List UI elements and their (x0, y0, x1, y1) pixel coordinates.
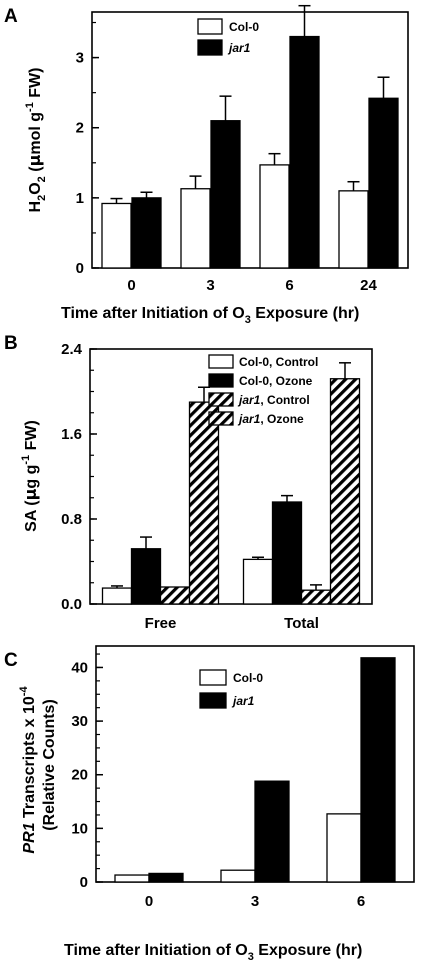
bar (159, 586, 191, 605)
legend-swatch-jar1 (199, 692, 227, 709)
bar (360, 657, 396, 883)
panel-c-y-axis-label-line1: PR1 Transcripts x 10-4 (18, 686, 38, 854)
panel-a-plot-frame (91, 11, 409, 269)
bar (131, 197, 162, 269)
y-tick-label: 10 (71, 820, 88, 837)
legend-label-jar1-control: jar1, Control (237, 393, 310, 407)
panel-a-y-axis-label: H2O2 (μmol g-1 FW) (24, 68, 48, 213)
legend-label-col0: Col-0 (229, 20, 259, 34)
y-tick-label: 1.6 (61, 426, 82, 443)
bar (188, 401, 220, 605)
x-tick-label: Total (284, 615, 319, 632)
y-tick-label: 30 (71, 713, 88, 730)
bar (210, 120, 241, 269)
bar (242, 558, 274, 605)
panel-a-chart: A 0 1 2 3 0 3 6 24 H2O2 (μmol g-1 FW) Time afte… (4, 4, 409, 326)
legend-swatch-col0-control (208, 354, 234, 369)
y-tick-label: 0.0 (61, 596, 82, 613)
x-tick-label: 0 (145, 893, 153, 910)
bar (289, 35, 320, 269)
legend-swatch-jar1-control (208, 392, 234, 407)
y-tick-label: 3 (76, 50, 84, 67)
panel-c-letter: C (4, 650, 18, 671)
panel-c-legend: Col-0 jar1 (199, 669, 263, 709)
legend-swatch-col0-ozone (208, 373, 234, 388)
panel-c-y-axis-label-line2: (Relative Counts) (41, 699, 58, 831)
x-tick-label: 24 (360, 277, 377, 294)
x-tick-label: 0 (127, 277, 135, 294)
x-tick-label: 6 (357, 893, 365, 910)
y-tick-label: 0 (76, 260, 84, 277)
bar (180, 188, 211, 269)
panel-c-chart: C 0 10 20 30 40 0 3 6 PR1 Transcripts x 10-4 (R… (4, 645, 415, 963)
legend-swatch-col0 (199, 669, 227, 686)
x-tick-label: 3 (206, 277, 214, 294)
bar (368, 97, 399, 269)
bar (254, 780, 290, 883)
legend-label-jar1: jar1 (231, 694, 255, 708)
bar (326, 813, 362, 883)
legend-label-col0: Col-0 (233, 671, 263, 685)
panel-a-letter: A (4, 6, 18, 27)
bar (101, 587, 133, 605)
y-tick-label: 0 (80, 874, 88, 891)
x-tick-label: 6 (285, 277, 293, 294)
panel-a-legend: Col-0 jar1 (197, 18, 259, 56)
legend-swatch-jar1-ozone (208, 411, 234, 426)
bar (148, 872, 184, 883)
bar (130, 548, 162, 605)
legend-label-col0-ozone: Col-0, Ozone (239, 374, 313, 388)
y-tick-label: 0.8 (61, 511, 82, 528)
y-tick-label: 20 (71, 767, 88, 784)
bar (338, 190, 369, 269)
y-tick-label: 1 (76, 190, 84, 207)
bar (220, 869, 256, 883)
x-tick-label: 3 (251, 893, 259, 910)
panel-a-x-axis-label: Time after Initiation of O3 Exposure (hr… (61, 305, 359, 326)
panel-b-letter: B (4, 333, 18, 354)
bar (271, 501, 303, 605)
legend-swatch-jar1 (197, 39, 223, 56)
legend-label-jar1-ozone: jar1, Ozone (237, 412, 304, 426)
bar (300, 589, 332, 605)
legend-swatch-col0 (197, 18, 223, 35)
bar (329, 378, 361, 605)
bar (259, 164, 290, 269)
panel-c-x-axis-label: Time after Initiation of O3 Exposure (hr… (64, 942, 362, 963)
legend-label-jar1: jar1 (227, 41, 251, 55)
legend-label-col0-control: Col-0, Control (239, 355, 318, 369)
panel-b-chart: B 0.0 0.8 1.6 2.4 Free Total SA (μg g-1 FW) C… (4, 333, 373, 632)
y-tick-label: 2.4 (61, 341, 83, 358)
panel-b-y-axis-label: SA (μg g-1 FW) (20, 420, 40, 532)
panel-b-legend: Col-0, Control Col-0, Ozone jar1, Contro… (208, 354, 318, 426)
x-tick-label: Free (145, 615, 177, 632)
y-tick-label: 40 (71, 659, 88, 676)
bar (114, 874, 150, 883)
bar (101, 202, 132, 269)
y-tick-label: 2 (76, 120, 84, 137)
